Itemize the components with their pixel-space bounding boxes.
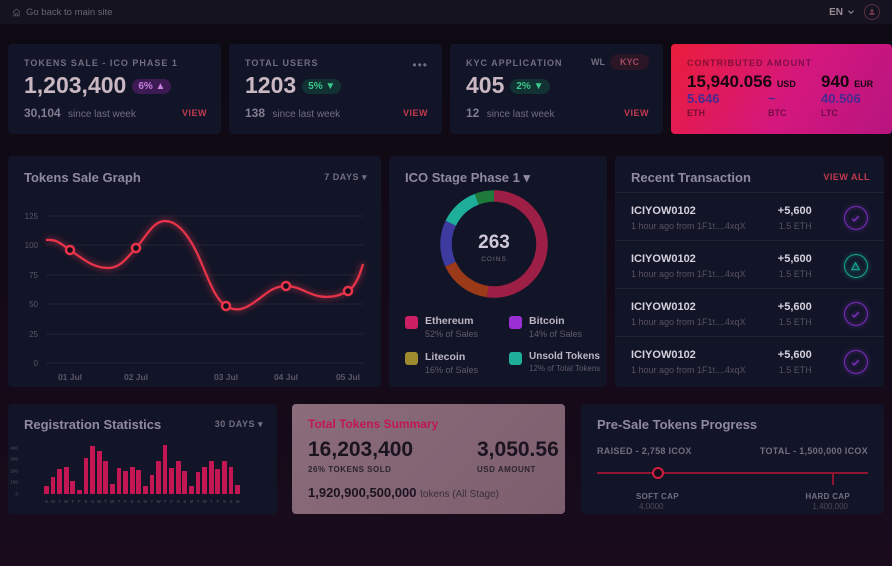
svg-text:50: 50 <box>29 300 38 309</box>
svg-text:05 Jul: 05 Jul <box>336 372 360 382</box>
svg-text:COINS: COINS <box>481 256 507 263</box>
svg-text:25: 25 <box>29 330 38 339</box>
svg-text:01 Jul: 01 Jul <box>58 372 82 382</box>
svg-text:0: 0 <box>34 359 39 368</box>
svg-text:04 Jul: 04 Jul <box>274 372 298 382</box>
svg-text:75: 75 <box>29 271 38 280</box>
svg-text:125: 125 <box>25 212 39 221</box>
svg-text:02 Jul: 02 Jul <box>124 372 148 382</box>
svg-text:03 Jul: 03 Jul <box>214 372 238 382</box>
svg-text:100: 100 <box>25 241 39 250</box>
svg-text:263: 263 <box>478 232 510 253</box>
